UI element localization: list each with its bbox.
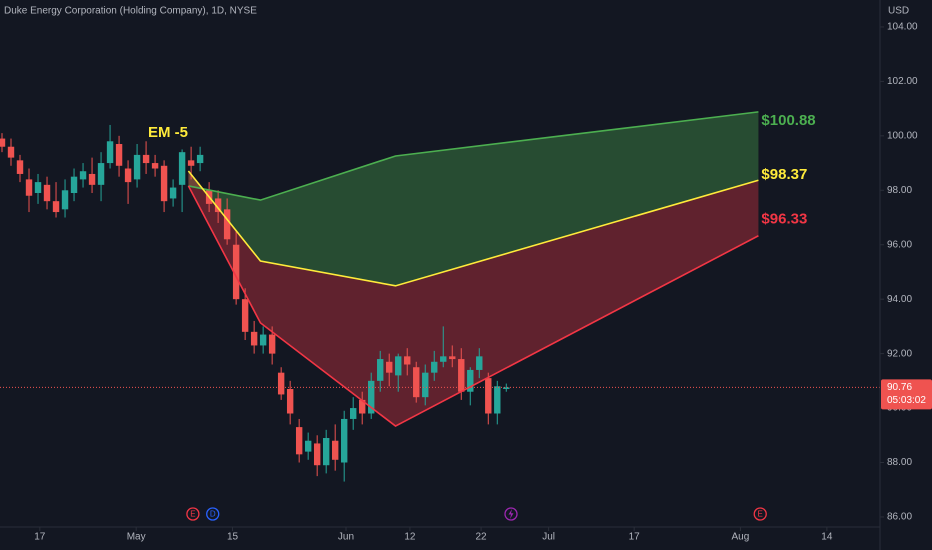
candle-body [97, 163, 105, 185]
candle-body [178, 152, 186, 185]
countdown: 05:03:02 [887, 395, 926, 406]
x-tick-label: May [127, 532, 146, 543]
candle-body [422, 372, 429, 398]
event-label: E [758, 510, 763, 519]
candle-body [467, 369, 474, 392]
x-tick-label: 15 [227, 532, 239, 543]
event-marker [753, 507, 767, 521]
x-tick-label: 17 [34, 532, 46, 543]
candle-body [187, 160, 195, 166]
candle-body [160, 165, 168, 202]
x-tick-label: Jun [338, 532, 354, 543]
event-label: D [210, 510, 216, 519]
chart-title: Duke Energy Corporation (Holding Company… [4, 6, 257, 17]
candle-body [340, 418, 348, 463]
candle-body [79, 171, 87, 180]
candle-body [88, 173, 96, 185]
candle-body [395, 356, 402, 376]
candle-body [106, 141, 114, 164]
candle-body [458, 359, 465, 392]
annotation: EM -5 [148, 124, 188, 141]
cone-fill-upper [188, 111, 759, 286]
candle-body [52, 201, 60, 213]
currency: USD [888, 6, 909, 17]
candle-body [142, 154, 150, 164]
candle-body [386, 361, 393, 373]
event-label: E [190, 510, 195, 519]
candle-body [295, 427, 303, 455]
y-tick-label: 92.00 [887, 348, 912, 359]
candle-body [476, 356, 483, 370]
candle-body [304, 440, 312, 452]
candle-body [268, 334, 276, 354]
candle-body [286, 389, 294, 414]
y-tick-label: 86.00 [887, 512, 912, 523]
candle-body [359, 399, 366, 414]
cone-line [187, 185, 759, 427]
candle-body [322, 438, 330, 466]
y-tick-label: 98.00 [887, 185, 912, 196]
candle-body [449, 356, 456, 360]
candle-body [350, 408, 357, 419]
x-tick-label: 12 [404, 532, 416, 543]
candle-body [214, 198, 222, 213]
lightning-event [504, 507, 518, 521]
plot [0, 111, 880, 482]
cone-label: $98.37 [761, 166, 807, 183]
cone-label: $96.33 [761, 211, 807, 228]
candle-body [151, 163, 159, 169]
candle-body [133, 154, 141, 180]
candle-body [368, 380, 375, 414]
candle-body [250, 331, 258, 346]
x-tick-label: 17 [629, 532, 641, 543]
event-marker [186, 507, 200, 521]
candle-body [485, 378, 492, 414]
candle-body [7, 146, 15, 158]
candle-body [124, 168, 132, 183]
candle-body [169, 187, 177, 199]
candle-body [313, 443, 321, 466]
x-tick-label: Jul [542, 532, 555, 543]
candle-body [259, 334, 267, 346]
candle-body [232, 244, 240, 300]
candle-body [494, 386, 501, 414]
y-tick-label: 94.00 [887, 294, 912, 305]
y-tick-label: 96.00 [887, 239, 912, 250]
y-tick-label: 100.00 [887, 130, 918, 141]
cone-line [188, 111, 759, 201]
candle-body [440, 356, 447, 362]
candle-body [377, 359, 384, 381]
x-tick-label: 22 [476, 532, 488, 543]
candle-body [61, 190, 69, 210]
candle-body [196, 154, 204, 164]
candle-body [115, 144, 123, 166]
candle-body [16, 160, 24, 174]
x-tick-label: Aug [732, 532, 750, 543]
last-price-label: 90.76 [887, 382, 912, 393]
event-marker [206, 507, 220, 521]
x-tick-label: 14 [821, 532, 833, 543]
candle-body [404, 356, 411, 365]
candle-body [0, 138, 6, 147]
candle-body [34, 182, 42, 194]
y-tick-label: 88.00 [887, 457, 912, 468]
cone-fill-lower [188, 170, 759, 427]
candle-body [331, 440, 339, 460]
candle-body [43, 184, 51, 202]
candle-body [277, 372, 285, 395]
candle-body [503, 387, 510, 390]
y-tick-label: 102.00 [887, 76, 918, 87]
candle-body [241, 299, 249, 332]
candle-body [70, 176, 78, 194]
y-tick-label: 104.00 [887, 22, 918, 33]
candle-body [25, 179, 33, 196]
cone-label: $100.88 [761, 112, 815, 129]
candle-body [413, 367, 420, 398]
candle-body [223, 209, 231, 240]
candle-body [431, 361, 438, 373]
last-price-tag [881, 379, 932, 410]
cone-line [187, 170, 759, 287]
